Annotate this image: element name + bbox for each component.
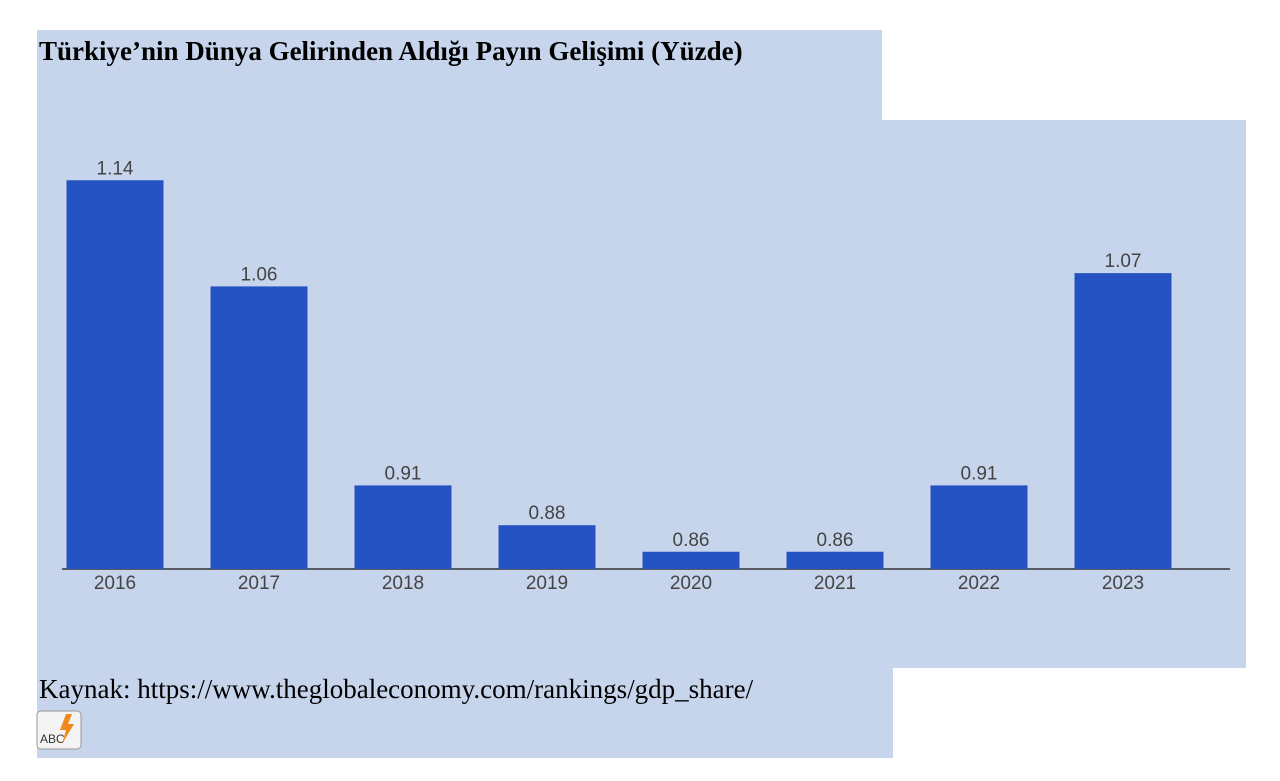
bar: [66, 180, 164, 569]
bar: [786, 551, 884, 569]
bar: [210, 286, 308, 569]
data-label: 1.06: [241, 264, 278, 285]
x-tick-label: 2018: [382, 573, 424, 594]
data-label: 0.88: [529, 503, 566, 524]
x-tick-label: 2022: [958, 573, 1000, 594]
x-tick-label: 2019: [526, 573, 568, 594]
bar: [1074, 273, 1172, 569]
icon: ABC: [36, 710, 82, 750]
x-tick-label: 2017: [238, 573, 280, 594]
bar: [498, 525, 596, 569]
data-label: 0.91: [385, 463, 422, 484]
x-tick-label: 2016: [94, 573, 136, 594]
bar: [354, 485, 452, 569]
svg-text:ABC: ABC: [40, 732, 65, 746]
data-label: 0.86: [817, 530, 854, 551]
data-label: 0.86: [673, 530, 710, 551]
bar: [930, 485, 1028, 569]
x-tick-label: 2023: [1102, 573, 1144, 594]
chart-title: Türkiye’nin Dünya Gelirinden Aldığı Payı…: [39, 36, 743, 66]
source: Kaynak: https://www.theglobaleconomy.com…: [39, 674, 754, 704]
background: [37, 666, 893, 758]
background: [37, 30, 882, 122]
data-label: 1.14: [97, 158, 134, 179]
x-tick-label: 2020: [670, 573, 712, 594]
data-label: 0.91: [961, 463, 998, 484]
x-tick-label: 2021: [814, 573, 856, 594]
data-label: 1.07: [1105, 251, 1142, 272]
bar: [642, 551, 740, 569]
